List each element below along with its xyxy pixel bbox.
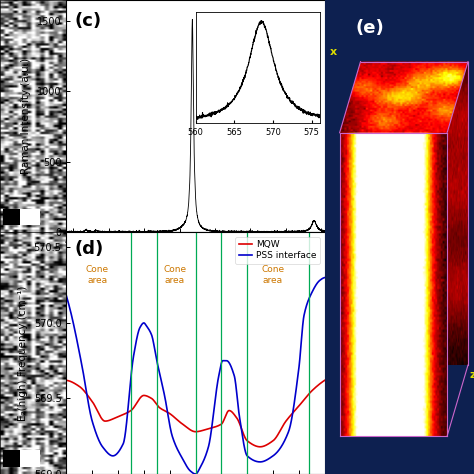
Text: Cone
area: Cone area [262,265,284,285]
MQW [265,441,271,447]
Text: (c): (c) [74,12,101,29]
MQW [270,438,275,444]
PSS interface [177,452,183,457]
Bar [3,450,20,467]
MQW [64,377,69,383]
Bar [3,209,20,225]
MQW [177,419,183,425]
Line: PSS interface: PSS interface [66,278,325,474]
PSS interface [265,456,271,462]
MQW [241,432,246,438]
Text: x: x [329,47,337,57]
Text: Cone
area: Cone area [86,265,109,285]
MQW [322,377,328,383]
Bar [3,209,40,225]
Text: Cone
area: Cone area [164,265,186,285]
PSS interface [90,420,96,426]
PSS interface [241,442,247,448]
MQW [168,411,173,417]
Text: o: o [413,304,419,312]
PSS interface [270,453,275,459]
MQW [90,400,96,405]
PSS interface [192,471,198,474]
MQW [257,444,263,450]
Text: (e): (e) [355,19,384,37]
Y-axis label: E₂(high) Frequency (cm⁻¹): E₂(high) Frequency (cm⁻¹) [18,285,28,421]
PSS interface [64,293,69,299]
Y-axis label: Raman Intensity (a.u.): Raman Intensity (a.u.) [21,58,31,174]
Legend: MQW, PSS interface: MQW, PSS interface [235,237,320,264]
X-axis label: Raman shift (cm⁻¹): Raman shift (cm⁻¹) [137,253,255,263]
Bar [3,450,40,467]
Text: z: z [470,370,474,380]
Line: MQW: MQW [66,380,325,447]
PSS interface [168,428,173,433]
Text: (d): (d) [74,239,103,257]
PSS interface [322,275,328,281]
